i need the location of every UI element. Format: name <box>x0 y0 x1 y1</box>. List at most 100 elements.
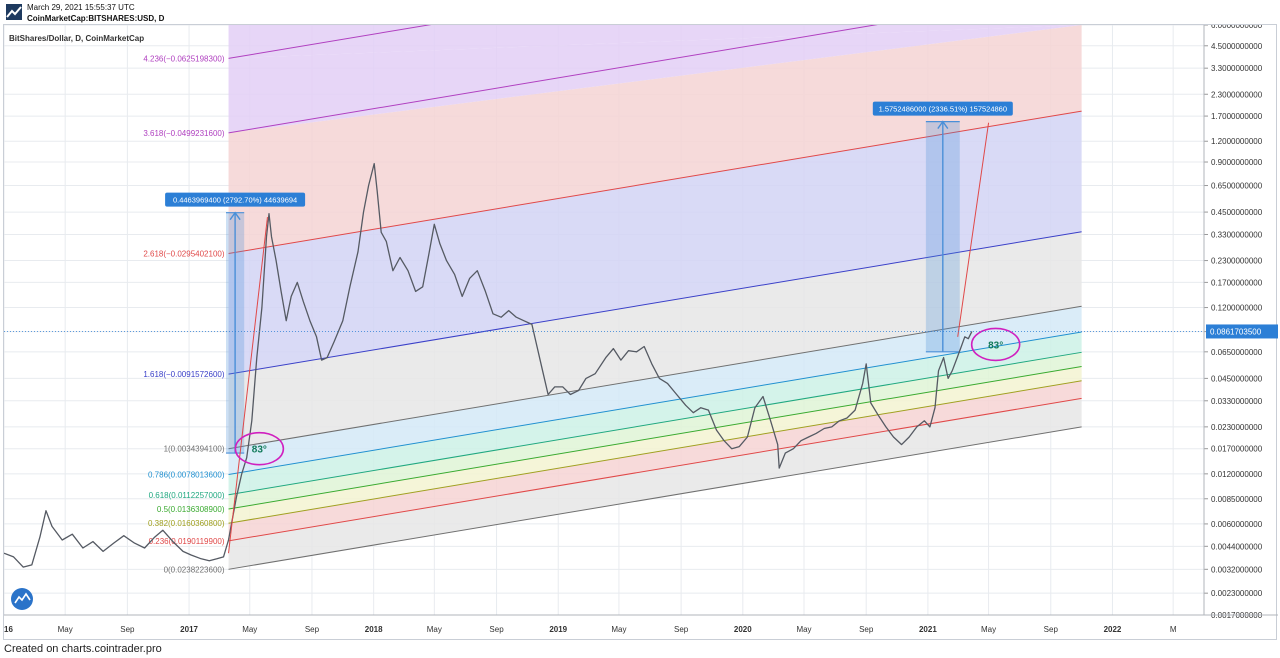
x-tick-label: Sep <box>305 625 320 634</box>
x-tick-label: May <box>58 625 73 634</box>
fib-level-label: 0(0.0238223600) <box>164 565 225 574</box>
annotations: 83° 83° <box>234 327 1021 466</box>
fib-level-line <box>228 426 1082 570</box>
x-tick-label: 2017 <box>180 625 198 634</box>
x-tick-label: May <box>796 625 811 634</box>
fib-level-line <box>228 331 1082 476</box>
fib-level-label: 3.618(−0.0499231600) <box>143 129 225 138</box>
x-tick-label: May <box>427 625 442 634</box>
trend-line <box>957 122 990 337</box>
y-tick-label: 0.0060000000 <box>1211 520 1263 529</box>
y-tick-label: 2.3000000000 <box>1211 90 1263 99</box>
y-tick-label: 0.0450000000 <box>1211 374 1263 383</box>
fib-band <box>228 398 1082 570</box>
x-tick-label: Sep <box>674 625 689 634</box>
cointrader-logo-icon <box>6 4 22 20</box>
snapshot-timestamp: March 29, 2021 15:55:37 UTC <box>27 3 135 12</box>
trend-line <box>228 217 268 554</box>
y-tick-label: 1.7000000000 <box>1211 112 1263 121</box>
chart-frame: 4.236(−0.0625198300) 3.618(−0.0499231600)… <box>3 24 1278 641</box>
x-tick-label: 2016 <box>4 625 13 634</box>
fib-level-label: 0.618(0.0112257000) <box>149 491 225 500</box>
price-line <box>4 162 973 568</box>
symbol-label: CoinMarketCap:BITSHARES:USD, D <box>27 14 165 23</box>
angle-annotation-circle <box>970 327 1021 362</box>
fib-level-label: 4.236(−0.0625198300) <box>143 54 225 63</box>
fib-level-label: 0.786(0.0078013600) <box>148 471 225 480</box>
angle-annotation-circle <box>234 431 285 466</box>
y-tick-label: 0.0023000000 <box>1211 589 1263 598</box>
toolbar-button[interactable] <box>11 588 33 610</box>
fib-level-line <box>228 366 1082 510</box>
x-tick-label: May <box>981 625 996 634</box>
measure-arrow-head <box>229 211 241 221</box>
fib-level-label: 0.5(0.0136308900) <box>157 505 225 514</box>
y-tick-label: 0.0330000000 <box>1211 397 1263 406</box>
y-tick-label: 0.1200000000 <box>1211 304 1263 313</box>
chart-header: March 29, 2021 15:55:37 UTC CoinMarketCa… <box>0 0 1280 24</box>
y-tick-label: 0.3300000000 <box>1211 230 1263 239</box>
x-tick-label: Sep <box>859 625 874 634</box>
chart-toolbar-icon <box>14 592 31 604</box>
y-tick-label: 3.3000000000 <box>1211 64 1263 73</box>
last-price-label: 0.0861703500 <box>1210 327 1262 336</box>
fib-level-label: 1(0.0034394100) <box>164 445 225 454</box>
y-tick-label: 0.0650000000 <box>1211 348 1263 357</box>
fib-channel: 4.236(−0.0625198300) 3.618(−0.0499231600)… <box>143 25 1082 574</box>
x-tick-label: 2018 <box>365 625 383 634</box>
y-tick-label: 1.2000000000 <box>1211 137 1263 146</box>
angle-annotation-label: 83° <box>988 340 1003 351</box>
fib-band <box>228 306 1082 475</box>
fib-level-label: 0.382(0.0160360800) <box>148 519 225 528</box>
measure-label-bg <box>165 192 306 207</box>
price-chart[interactable]: 4.236(−0.0625198300) 3.618(−0.0499231600)… <box>4 25 1278 641</box>
x-tick-label: M <box>1170 625 1177 634</box>
fib-level-line <box>228 351 1082 496</box>
fib-level-line <box>228 110 1082 255</box>
x-tick-label: Sep <box>120 625 135 634</box>
fib-level-label: 1.618(−0.0091572600) <box>143 370 225 379</box>
last-price-badge <box>1206 324 1278 339</box>
x-tick-label: 2019 <box>549 625 567 634</box>
y-tick-label: 0.0120000000 <box>1211 470 1263 479</box>
fib-band <box>228 25 1082 133</box>
axes: 6.0000000000 4.5000000000 3.3000000000 2.30… <box>4 25 1278 634</box>
y-tick-label: 0.2300000000 <box>1211 257 1263 266</box>
angle-annotation-label: 83° <box>252 445 267 456</box>
y-tick-label: 0.6500000000 <box>1211 182 1263 191</box>
fib-level-line <box>228 231 1082 375</box>
y-tick-label: 0.0085000000 <box>1211 495 1263 504</box>
fib-band <box>228 352 1082 510</box>
fib-band <box>228 332 1082 495</box>
y-tick-label: 6.0000000000 <box>1211 25 1263 30</box>
fib-band <box>228 25 1082 254</box>
fib-level-label: 0.236(0.0190119900) <box>149 537 225 546</box>
y-tick-label: 0.0170000000 <box>1211 445 1263 454</box>
y-tick-label: 0.0032000000 <box>1211 565 1263 574</box>
fib-level-line <box>228 380 1082 524</box>
y-tick-label: 0.9000000000 <box>1211 158 1263 167</box>
x-tick-label: May <box>242 625 257 634</box>
fib-level-line <box>228 397 1082 542</box>
fib-level-line <box>228 305 1082 450</box>
y-tick-label: 0.4500000000 <box>1211 208 1263 217</box>
fib-band <box>228 25 1082 59</box>
x-tick-label: Sep <box>489 625 504 634</box>
fib-level-label: 2.618(−0.0295402100) <box>143 250 225 259</box>
chart-title: BitShares/Dollar, D, CoinMarketCap <box>9 34 144 43</box>
footer-credit: Created on charts.cointrader.pro <box>4 643 162 655</box>
measurement-tools: 0.4463969400 (2792.70%) 44639694 1.575248… <box>165 101 1013 454</box>
y-tick-label: 0.1700000000 <box>1211 278 1263 287</box>
fib-band <box>228 380 1082 541</box>
fib-band <box>228 366 1082 524</box>
x-tick-label: May <box>611 625 626 634</box>
x-tick-label: 2020 <box>734 625 752 634</box>
price-series <box>4 122 990 568</box>
x-tick-label: 2022 <box>1104 625 1122 634</box>
measure-arrow-head <box>937 120 949 129</box>
x-tick-label: 2021 <box>919 625 937 634</box>
y-tick-label: 0.0044000000 <box>1211 542 1263 551</box>
measure-label: 1.5752486000 (2336.51%) 157524860 <box>879 105 1007 114</box>
fib-band <box>228 111 1082 375</box>
y-tick-label: 0.0230000000 <box>1211 423 1263 432</box>
